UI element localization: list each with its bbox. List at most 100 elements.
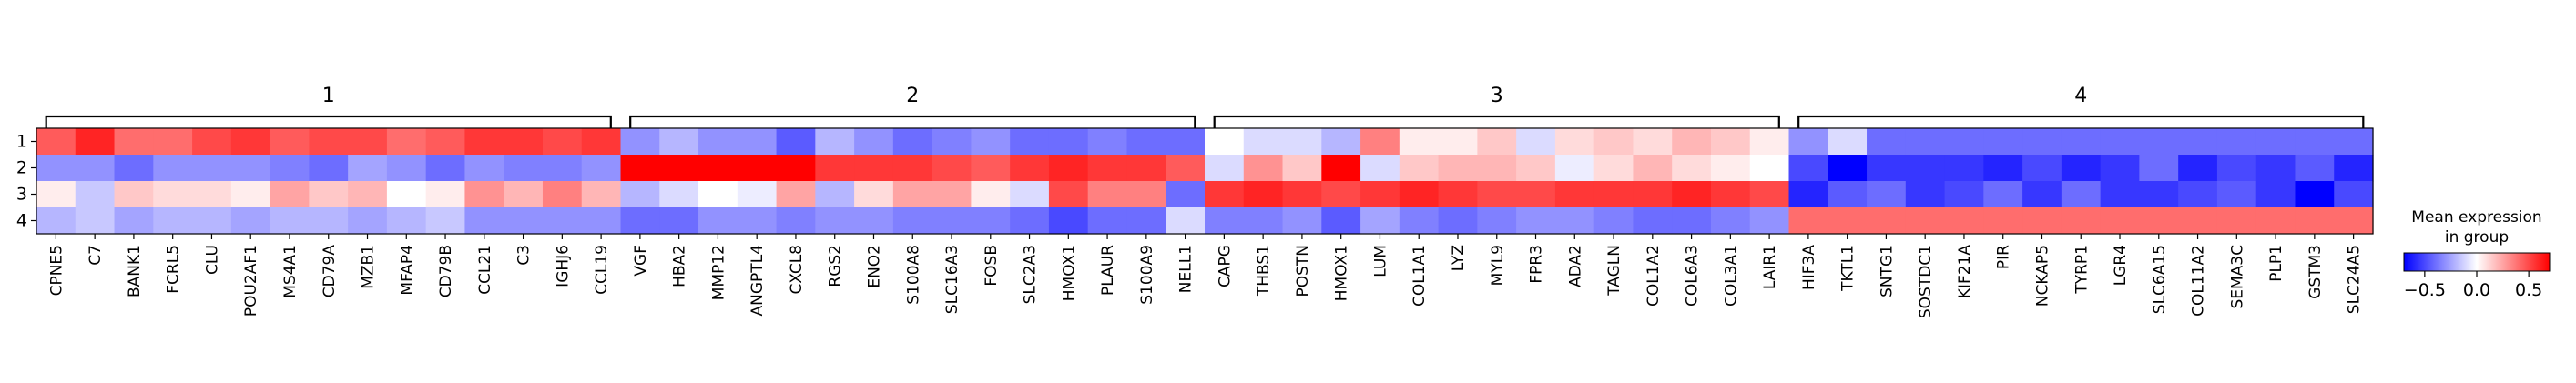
heatmap-cell xyxy=(2022,155,2062,182)
heatmap-cell xyxy=(1126,207,1166,235)
gene-label: CLU xyxy=(203,245,221,275)
heatmap-cell xyxy=(192,128,232,156)
gene-label: SLC6A15 xyxy=(2151,245,2169,314)
heatmap-cell xyxy=(1983,155,2023,182)
heatmap-cell xyxy=(1010,181,1050,208)
group-bracket xyxy=(629,115,1196,128)
heatmap-cell xyxy=(1010,128,1050,156)
gene-label: ADA2 xyxy=(1566,245,1584,287)
gene-label: CAPG xyxy=(1216,245,1234,287)
gene-label: LUM xyxy=(1371,245,1390,277)
row-label: 4 xyxy=(16,211,27,231)
heatmap-frame xyxy=(36,127,2374,235)
heatmap-cell xyxy=(1710,207,1751,235)
heatmap-cell xyxy=(1360,207,1400,235)
heatmap-cell xyxy=(425,128,466,156)
colorbar-tick-label: −0.5 xyxy=(2404,280,2446,300)
heatmap-cell xyxy=(1593,181,1634,208)
heatmap-cell xyxy=(1672,207,1712,235)
heatmap-cell xyxy=(1166,128,1206,156)
heatmap-cell xyxy=(620,181,660,208)
heatmap-cell xyxy=(1593,207,1634,235)
heatmap-cell xyxy=(1633,128,1673,156)
heatmap-cell xyxy=(1788,128,1828,156)
heatmap-cell xyxy=(1944,128,1984,156)
heatmap-cell xyxy=(659,181,699,208)
heatmap-cell xyxy=(2216,181,2257,208)
gene-label: TYRP1 xyxy=(2072,245,2091,295)
heatmap-cell xyxy=(425,181,466,208)
heatmap-cell xyxy=(1867,181,1907,208)
heatmap-cell xyxy=(1243,155,1284,182)
heatmap-cell xyxy=(1399,181,1440,208)
gene-label: ENO2 xyxy=(865,245,883,288)
heatmap-cell xyxy=(1867,128,1907,156)
gene-label: COL6A3 xyxy=(1684,245,1702,307)
heatmap-cell xyxy=(776,207,816,235)
heatmap-cell xyxy=(1828,181,1868,208)
gene-label: FPR3 xyxy=(1528,245,1546,284)
heatmap-cell xyxy=(1282,181,1322,208)
heatmap-cell xyxy=(932,207,972,235)
heatmap-cell xyxy=(36,207,76,235)
colorbar-title-line-1: Mean expression xyxy=(2411,208,2541,227)
heatmap-cell xyxy=(309,181,349,208)
heatmap-cell xyxy=(153,128,193,156)
gene-label: TKTL1 xyxy=(1839,245,1858,292)
heatmap-cell xyxy=(542,155,583,182)
heatmap-cell xyxy=(504,207,544,235)
heatmap-cell xyxy=(309,155,349,182)
group-label: 1 xyxy=(322,85,335,107)
heatmap-cell xyxy=(737,207,778,235)
heatmap-cell xyxy=(1048,207,1089,235)
heatmap-cell xyxy=(659,155,699,182)
heatmap-cell xyxy=(2295,155,2335,182)
heatmap-cell xyxy=(2139,155,2179,182)
heatmap-cell xyxy=(1633,155,1673,182)
gene-label: HBA2 xyxy=(671,245,689,287)
group-bracket xyxy=(45,115,612,128)
heatmap-cell xyxy=(1399,207,1440,235)
heatmap-cell xyxy=(1205,155,1245,182)
heatmap-cell xyxy=(2022,128,2062,156)
heatmap-cell xyxy=(1710,181,1751,208)
heatmap-cell xyxy=(270,128,310,156)
gene-label: LAIR1 xyxy=(1761,245,1779,289)
heatmap-cell xyxy=(309,207,349,235)
gene-label: VGF xyxy=(632,245,650,277)
heatmap-cell xyxy=(2022,181,2062,208)
heatmap-cell xyxy=(1788,207,1828,235)
heatmap-cell xyxy=(2255,181,2296,208)
gene-label: MS4A1 xyxy=(281,245,300,298)
heatmap-cell xyxy=(1010,155,1050,182)
row-label: 1 xyxy=(16,132,27,152)
heatmap-cell xyxy=(2139,128,2179,156)
heatmap-cell xyxy=(1749,128,1790,156)
heatmap-cell xyxy=(737,155,778,182)
heatmap-cell xyxy=(1633,181,1673,208)
heatmap-cell xyxy=(270,181,310,208)
heatmap-cell xyxy=(1126,128,1166,156)
heatmap-cell xyxy=(1438,128,1478,156)
heatmap-cell xyxy=(2216,207,2257,235)
heatmap-cell xyxy=(1166,181,1206,208)
heatmap-cell xyxy=(386,207,427,235)
heatmap-cell xyxy=(698,181,738,208)
heatmap-cell xyxy=(1166,207,1206,235)
heatmap-cell xyxy=(1788,181,1828,208)
heatmap-cell xyxy=(153,155,193,182)
heatmap-cell xyxy=(348,207,388,235)
heatmap-cell xyxy=(1126,155,1166,182)
group-bracket xyxy=(1213,115,1780,128)
gene-label: KIF21A xyxy=(1956,245,1974,299)
heatmap-cell xyxy=(1243,207,1284,235)
heatmap-cell xyxy=(464,155,504,182)
gene-label: SLC24A5 xyxy=(2346,245,2364,314)
heatmap-cell xyxy=(425,207,466,235)
heatmap-cell xyxy=(1282,128,1322,156)
heatmap-cell xyxy=(1554,128,1595,156)
heatmap-cell xyxy=(1438,181,1478,208)
heatmap-cell xyxy=(2061,155,2102,182)
heatmap-cell xyxy=(1828,128,1868,156)
gene-label: FCRL5 xyxy=(165,245,183,294)
